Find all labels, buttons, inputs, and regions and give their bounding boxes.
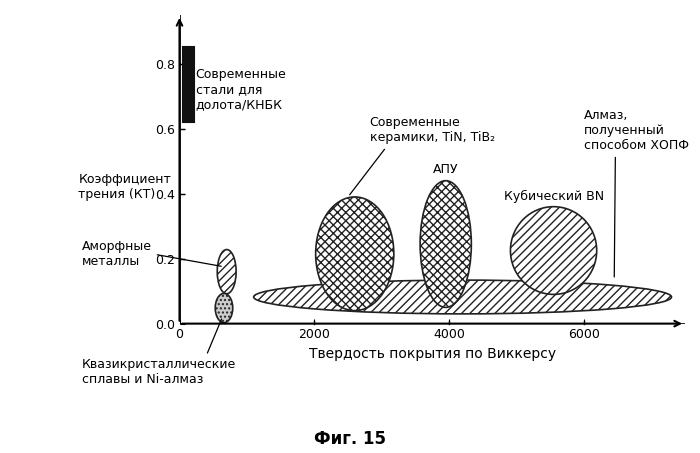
Ellipse shape xyxy=(420,181,471,308)
Ellipse shape xyxy=(215,294,232,323)
Text: Алмаз,
полученный
способом ХОПФ: Алмаз, полученный способом ХОПФ xyxy=(584,109,689,277)
Ellipse shape xyxy=(217,250,236,294)
Text: Аморфные
металлы: Аморфные металлы xyxy=(82,240,221,268)
Text: Современные
керамики, TiN, TiB₂: Современные керамики, TiN, TiB₂ xyxy=(350,116,495,195)
Text: Современные
стали для
долота/КНБК: Современные стали для долота/КНБК xyxy=(196,68,286,111)
Text: Фиг. 15: Фиг. 15 xyxy=(314,430,386,448)
X-axis label: Твердость покрытия по Виккерсу: Твердость покрытия по Виккерсу xyxy=(309,347,556,361)
Text: АПУ: АПУ xyxy=(433,163,459,176)
Bar xyxy=(183,48,194,122)
Text: Квазикристаллические
сплавы и Ni-алмаз: Квазикристаллические сплавы и Ni-алмаз xyxy=(82,319,236,386)
Text: Кубический BN: Кубический BN xyxy=(503,190,603,203)
Ellipse shape xyxy=(510,207,596,294)
Ellipse shape xyxy=(316,197,394,311)
Ellipse shape xyxy=(253,280,671,314)
Text: Коэффициент
трения (КТ): Коэффициент трения (КТ) xyxy=(78,173,172,201)
